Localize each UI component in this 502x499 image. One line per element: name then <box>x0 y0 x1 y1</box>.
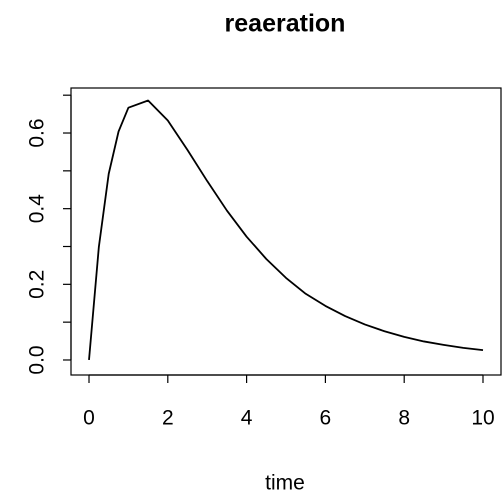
x-tick-label: 8 <box>398 407 410 430</box>
x-tick-label: 0 <box>83 407 95 430</box>
y-tick-label: 0.2 <box>26 270 49 299</box>
x-tick-label: 10 <box>471 407 494 430</box>
x-axis-label: time <box>265 472 305 495</box>
line-series <box>88 99 484 361</box>
y-tick-label: 0.6 <box>26 118 49 147</box>
plot-box <box>70 87 502 376</box>
chart-title: reaeration <box>225 10 346 38</box>
y-tick-label: 0.0 <box>26 345 49 374</box>
x-tick-label: 4 <box>241 407 253 430</box>
x-tick-label: 2 <box>162 407 174 430</box>
x-tick-label: 6 <box>320 407 332 430</box>
y-tick-label: 0.4 <box>26 194 49 224</box>
